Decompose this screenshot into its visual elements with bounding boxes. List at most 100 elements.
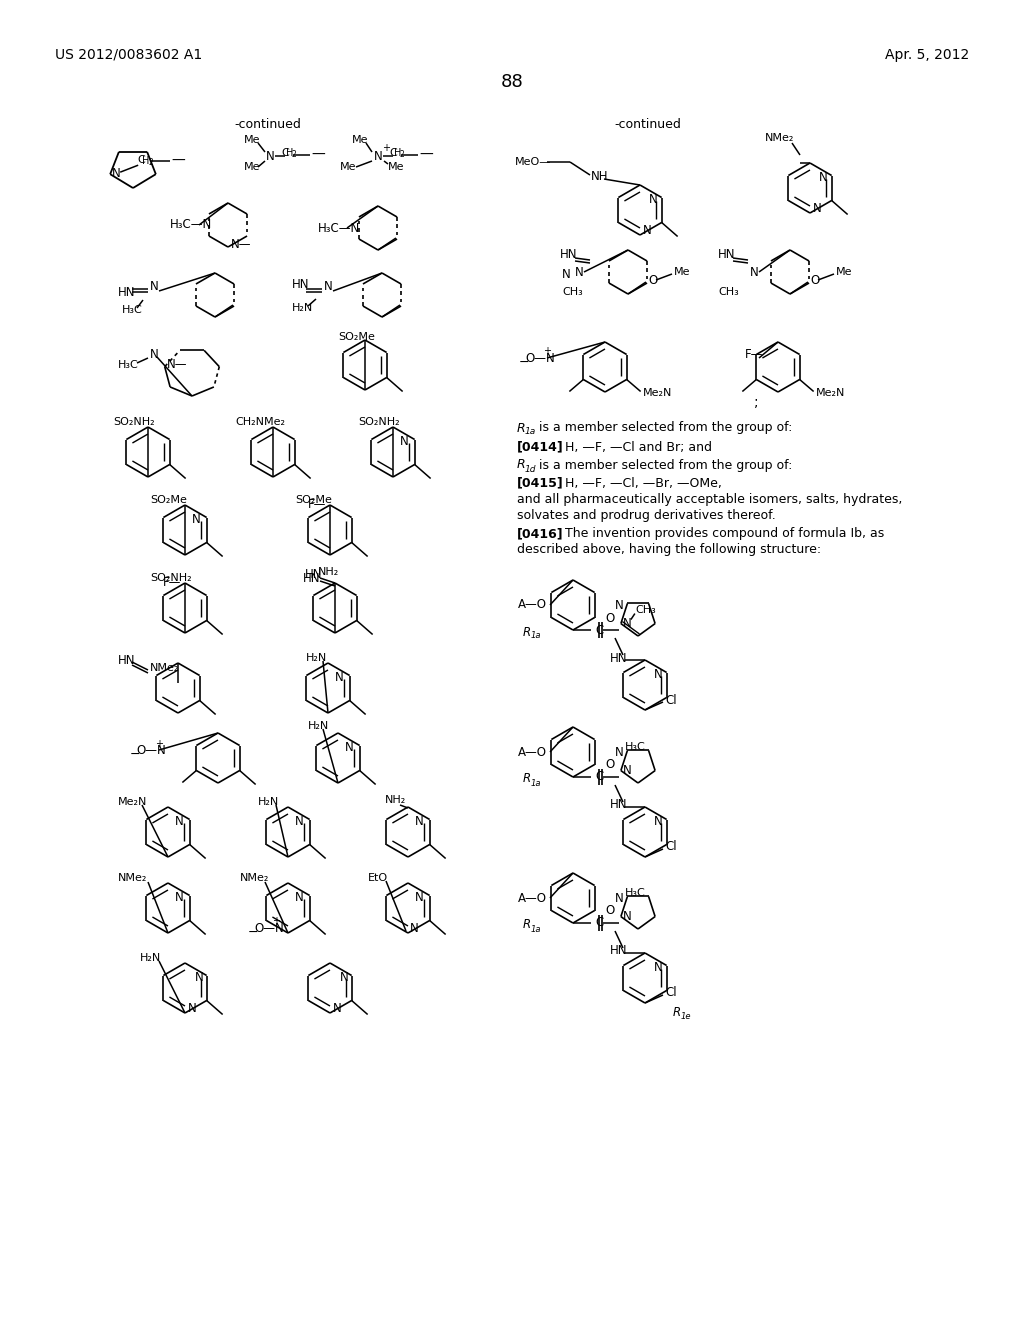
Text: N: N [335,671,344,684]
Text: H₂N: H₂N [308,721,330,731]
Text: —: — [419,148,433,162]
Text: HN: HN [610,945,628,957]
Text: R: R [523,772,531,785]
Text: N: N [175,814,183,828]
Text: H₂N: H₂N [258,797,280,807]
Text: Me: Me [836,267,853,277]
Text: SO₂NH₂: SO₂NH₂ [113,417,155,426]
Text: F—: F— [163,577,181,590]
Text: N: N [819,172,827,183]
Text: H: H [142,156,150,166]
Text: −: − [130,747,140,760]
Text: HN: HN [118,285,135,298]
Text: O: O [648,273,657,286]
Text: HN: HN [292,279,309,292]
Text: —: — [171,154,185,168]
Text: Me: Me [674,267,690,277]
Text: N: N [374,149,383,162]
Text: 1a: 1a [531,924,542,933]
Text: 88: 88 [501,73,523,91]
Text: Me₂N: Me₂N [643,388,672,399]
Text: HN: HN [305,569,323,582]
Text: −: − [248,925,258,939]
Text: The invention provides compound of formula Ib, as: The invention provides compound of formu… [565,528,885,540]
Text: H, —F, —Cl, —Br, —OMe,: H, —F, —Cl, —Br, —OMe, [565,477,722,490]
Text: N: N [654,961,663,974]
Text: H₂N: H₂N [140,953,161,964]
Text: H: H [394,148,401,158]
Text: Cl: Cl [665,841,677,854]
Text: H₂N: H₂N [292,304,313,313]
Text: Apr. 5, 2012: Apr. 5, 2012 [885,48,969,62]
Text: N: N [415,814,424,828]
Text: SO₂NH₂: SO₂NH₂ [150,573,191,583]
Text: A—O: A—O [518,598,547,611]
Text: NH: NH [591,170,608,183]
Text: -continued: -continued [234,119,301,132]
Text: SO₂Me: SO₂Me [295,495,332,506]
Text: Me: Me [388,162,404,172]
Text: N: N [191,513,201,525]
Text: N: N [150,281,159,293]
Text: H₃C—N: H₃C—N [170,219,212,231]
Text: N: N [266,149,274,162]
Text: is a member selected from the group of:: is a member selected from the group of: [535,458,793,471]
Text: C: C [137,156,145,165]
Text: Me₂N: Me₂N [816,388,845,399]
Text: SO₂Me: SO₂Me [150,495,186,506]
Text: EtO: EtO [368,873,388,883]
Text: NH₂: NH₂ [318,568,339,577]
Text: N: N [623,909,632,923]
Text: CH₃: CH₃ [718,286,738,297]
Text: HN: HN [718,248,735,261]
Text: H₃C—N: H₃C—N [318,222,360,235]
Text: F—: F— [745,348,763,362]
Text: CH₃: CH₃ [635,605,655,615]
Text: N: N [295,814,304,828]
Text: NMe₂: NMe₂ [150,663,179,673]
Text: R: R [523,919,531,932]
Text: 2: 2 [400,150,404,158]
Text: 1a: 1a [525,428,537,437]
Text: N: N [340,972,348,983]
Text: C: C [282,148,289,158]
Text: 1d: 1d [525,465,537,474]
Text: R: R [517,458,525,471]
Text: N: N [324,281,333,293]
Text: N: N [623,764,632,777]
Text: N: N [295,891,304,904]
Text: H₃C: H₃C [122,305,142,315]
Text: MeO—: MeO— [515,157,551,168]
Text: +: + [543,346,551,356]
Text: solvates and prodrug derivatives thereof.: solvates and prodrug derivatives thereof… [517,510,776,523]
Text: O—N: O—N [525,351,555,364]
Text: O: O [605,904,614,917]
Text: NMe₂: NMe₂ [765,133,795,143]
Text: N: N [415,891,424,904]
Text: N: N [333,1002,342,1015]
Text: N: N [575,265,584,279]
Text: R: R [517,421,525,434]
Text: N: N [654,814,663,828]
Text: +: + [272,916,280,927]
Text: Me: Me [352,135,369,145]
Text: Me: Me [340,162,356,172]
Text: F—: F— [307,499,326,511]
Text: N: N [345,741,353,754]
Text: NMe₂: NMe₂ [118,873,147,883]
Text: N—: N— [167,358,187,371]
Text: O: O [605,759,614,771]
Text: N: N [643,224,651,238]
Text: C: C [389,148,397,158]
Text: NH₂: NH₂ [385,795,407,805]
Text: N: N [410,923,419,936]
Text: R: R [673,1006,681,1019]
Text: N: N [150,348,159,362]
Text: N: N [175,891,183,904]
Text: SO₂NH₂: SO₂NH₂ [358,417,399,426]
Text: Me: Me [244,162,260,172]
Text: C: C [595,623,603,636]
Text: N: N [195,972,204,983]
Text: described above, having the following structure:: described above, having the following st… [517,544,821,557]
Text: SO₂Me: SO₂Me [338,333,375,342]
